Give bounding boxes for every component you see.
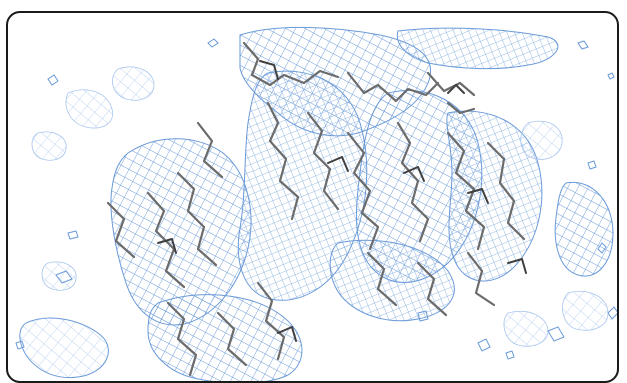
image-frame [6,11,619,383]
density-map-viewer[interactable] [8,13,619,383]
density-mesh [19,26,614,381]
molecular-model [106,41,526,377]
mesh-region-center [237,70,368,301]
mesh-region-right [554,181,614,277]
mesh-region-top-right [396,27,559,70]
mesh-specks [15,38,617,360]
mesh-region-bottom-center [329,239,455,322]
mesh-region-far-left [19,317,109,379]
density-map-canvas[interactable] [8,13,619,383]
faint-mesh-fragments [31,66,609,347]
molecular-model-dark [157,60,527,342]
